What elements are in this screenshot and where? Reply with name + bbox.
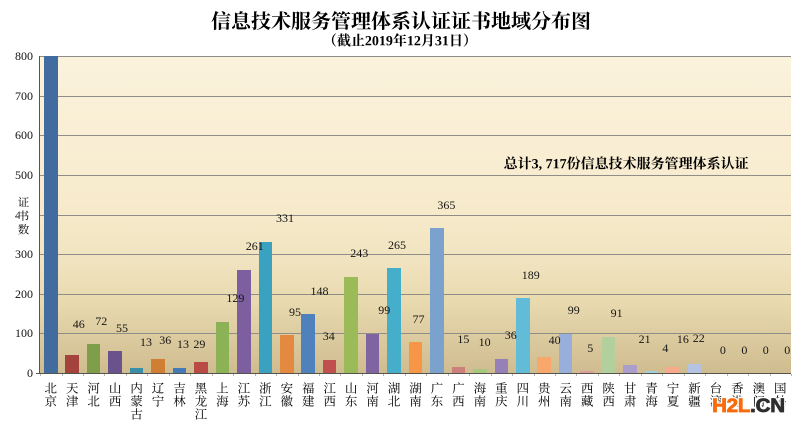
svg-text:H2L.CN: H2L.CN: [712, 396, 785, 417]
svg-text:H2L.CN: H2L.CN: [712, 396, 785, 417]
